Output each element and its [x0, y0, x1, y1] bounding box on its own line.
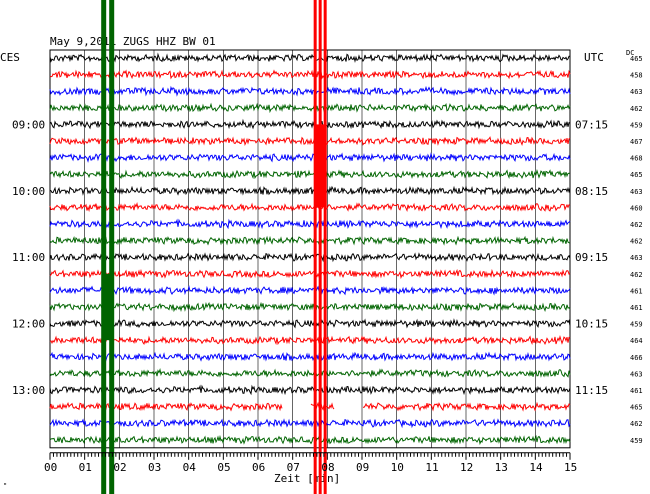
dc-value: 468 [630, 155, 643, 163]
dc-value: 459 [630, 321, 643, 329]
dc-value: 460 [630, 204, 643, 212]
left-time-label: 13:00 [12, 384, 45, 397]
x-tick-label: 00 [44, 461, 57, 474]
trace-row [49, 235, 571, 246]
dc-value: 461 [630, 287, 643, 295]
left-time-label: 11:00 [12, 251, 45, 264]
trace-row [49, 252, 571, 263]
trace-row [49, 434, 571, 446]
dc-value: 463 [630, 188, 643, 196]
left-time-label: 12:00 [12, 318, 45, 331]
trace-row [49, 368, 571, 379]
x-tick-label: 05 [217, 461, 230, 474]
dc-value: 458 [630, 72, 643, 80]
x-tick-label: 06 [252, 461, 265, 474]
trace-row [49, 268, 571, 280]
dc-value: 462 [630, 238, 643, 246]
trace-row [49, 218, 571, 230]
event-band [101, 0, 107, 494]
dc-value: 462 [630, 271, 643, 279]
x-tick-label: 07 [287, 461, 300, 474]
x-tick-label: 03 [148, 461, 161, 474]
event-burst [104, 273, 113, 341]
right-time-label: 11:15 [575, 384, 608, 397]
trace-row [49, 335, 571, 346]
left-timezone-label: CES [0, 51, 20, 64]
dc-value: 459 [630, 121, 643, 129]
x-tick-label: 14 [529, 461, 543, 474]
event-band [313, 0, 317, 494]
dc-value: 467 [630, 138, 643, 146]
x-tick-label: 13 [495, 461, 508, 474]
trace-row [49, 418, 571, 429]
event-band [323, 0, 327, 494]
plot-frame [49, 49, 571, 449]
event-band [109, 0, 115, 494]
x-tick-label: 12 [460, 461, 473, 474]
trace-row [49, 85, 571, 97]
right-time-label: 07:15 [575, 118, 608, 131]
trace-row [49, 401, 571, 412]
trace-row [49, 169, 570, 180]
dc-value: 459 [630, 437, 643, 445]
trace-row [49, 301, 571, 313]
dc-value: 462 [630, 420, 643, 428]
dc-value: 461 [630, 304, 643, 312]
trace-row [49, 285, 571, 296]
x-tick-label: 01 [79, 461, 92, 474]
dc-value: 462 [630, 105, 643, 113]
left-time-label: 09:00 [12, 118, 45, 131]
trace-row [49, 318, 571, 329]
x-tick-label: 11 [425, 461, 438, 474]
trace-row [49, 52, 571, 63]
traces [49, 52, 571, 446]
dc-value: 465 [630, 55, 643, 63]
left-time-label: 10:00 [12, 185, 45, 198]
x-tick-label: 08 [321, 461, 334, 474]
trace-row [49, 136, 571, 147]
trace-row [49, 118, 571, 130]
grid [49, 49, 571, 449]
event-band [318, 0, 322, 494]
trace-row [49, 102, 571, 114]
trace-row [49, 185, 571, 196]
dc-value: 462 [630, 221, 643, 229]
right-time-label: 09:15 [575, 251, 608, 264]
dc-value: 465 [630, 171, 643, 179]
x-axis: 00 01 02 03 04 05 06 07 08 09 10 11 12 13 14 15 [44, 452, 577, 474]
x-tick-label: 15 [564, 461, 577, 474]
x-axis-label: Zeit [min] [274, 472, 340, 485]
right-timezone-label: UTC [584, 51, 604, 64]
trace-row [49, 152, 571, 163]
corner-mark: " [3, 482, 7, 490]
trace-row [49, 351, 571, 362]
dc-value: 466 [630, 354, 643, 362]
x-tick-label: 10 [391, 461, 404, 474]
right-time-label: 10:15 [575, 318, 608, 331]
x-tick-label: 02 [113, 461, 126, 474]
row-labels: 09:00 10:00 11:00 12:00 13:00 07:15 08:15 09:15… [12, 55, 643, 445]
x-tick-label: 04 [183, 461, 197, 474]
chart-title: May 9,2011 ZUGS HHZ BW 01 [50, 35, 216, 48]
right-time-label: 08:15 [575, 185, 608, 198]
dc-value: 464 [630, 337, 643, 345]
dc-value: 463 [630, 254, 643, 262]
events [101, 0, 327, 494]
trace-row [49, 202, 571, 213]
trace-row [49, 69, 571, 80]
dc-value: 465 [630, 404, 643, 412]
dc-value: 463 [630, 88, 643, 96]
trace-row [49, 384, 571, 396]
dc-value: 463 [630, 370, 643, 378]
x-tick-label: 09 [356, 461, 369, 474]
event-burst [314, 124, 327, 208]
dc-value: 461 [630, 387, 643, 395]
dc-label: DC [626, 49, 634, 57]
